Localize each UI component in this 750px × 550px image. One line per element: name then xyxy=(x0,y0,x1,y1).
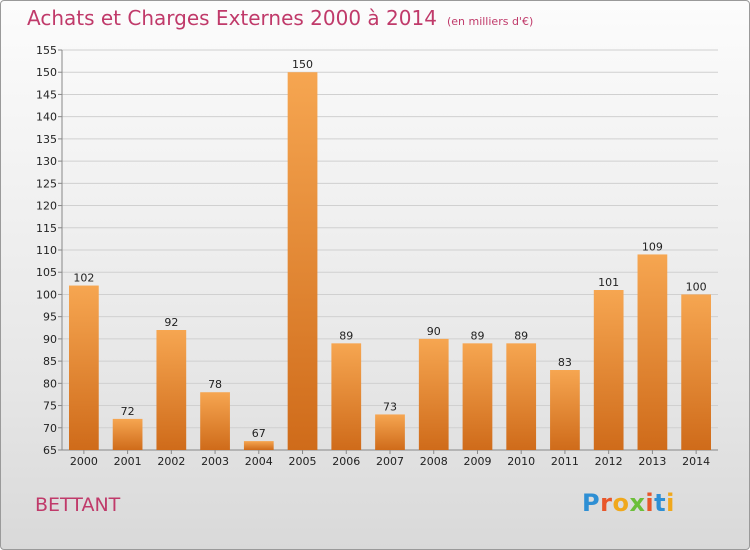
value-label: 89 xyxy=(514,329,528,342)
value-label: 83 xyxy=(558,356,572,369)
x-tick-label: 2013 xyxy=(638,455,666,468)
x-tick-label: 2001 xyxy=(114,455,142,468)
y-tick-label: 95 xyxy=(43,311,57,324)
y-tick-label: 125 xyxy=(36,177,57,190)
x-tick-label: 2007 xyxy=(376,455,404,468)
logo-letter: t xyxy=(654,489,667,517)
y-tick-label: 130 xyxy=(36,155,57,168)
value-label: 67 xyxy=(252,427,266,440)
y-tick-label: 100 xyxy=(36,288,57,301)
y-tick-label: 75 xyxy=(43,400,57,413)
chart-title: Achats et Charges Externes 2000 à 2014 (e… xyxy=(27,6,533,30)
chart-subtitle: (en milliers d'€) xyxy=(446,15,534,28)
bar xyxy=(681,294,712,450)
y-tick-label: 70 xyxy=(43,422,57,435)
proxiti-logo: Proxiti xyxy=(582,489,675,517)
y-tick-label: 115 xyxy=(36,222,57,235)
commune-name: BETTANT xyxy=(35,494,121,516)
bar xyxy=(550,370,580,450)
value-label: 100 xyxy=(686,280,707,293)
bar xyxy=(418,338,449,450)
y-tick-label: 65 xyxy=(43,444,57,457)
y-tick-label: 90 xyxy=(43,333,57,346)
x-tick-label: 2008 xyxy=(420,455,448,468)
bar xyxy=(637,254,668,450)
logo-letter: r xyxy=(600,489,613,517)
y-tick-label: 140 xyxy=(36,111,57,124)
x-tick-label: 2003 xyxy=(201,455,229,468)
y-tick-label: 85 xyxy=(43,355,57,368)
y-tick-label: 110 xyxy=(36,244,57,257)
y-tick-label: 145 xyxy=(36,88,57,101)
value-label: 72 xyxy=(121,405,135,418)
bar xyxy=(462,343,493,450)
y-tick-label: 150 xyxy=(36,66,57,79)
bar xyxy=(287,72,318,450)
value-label: 92 xyxy=(164,316,178,329)
bar xyxy=(68,285,99,450)
x-tick-label: 2011 xyxy=(551,455,579,468)
bar xyxy=(506,343,537,450)
bar xyxy=(331,343,362,450)
logo-letter: x xyxy=(629,489,646,517)
logo-letter: o xyxy=(612,489,630,517)
x-tick-label: 2004 xyxy=(245,455,273,468)
y-tick-label: 135 xyxy=(36,133,57,146)
chart-title-text: Achats et Charges Externes 2000 à 2014 xyxy=(27,6,437,30)
value-label: 90 xyxy=(427,325,441,338)
value-label: 109 xyxy=(642,240,663,253)
logo-letter: P xyxy=(582,489,601,517)
x-tick-label: 2010 xyxy=(507,455,535,468)
y-tick-label: 120 xyxy=(36,200,57,213)
bar xyxy=(593,290,624,450)
x-tick-label: 2005 xyxy=(289,455,317,468)
bar xyxy=(156,330,187,450)
y-tick-label: 105 xyxy=(36,266,57,279)
value-label: 89 xyxy=(339,329,353,342)
x-tick-label: 2014 xyxy=(682,455,710,468)
value-label: 78 xyxy=(208,378,222,391)
bar xyxy=(375,414,405,450)
value-label: 101 xyxy=(598,276,619,289)
x-tick-label: 2002 xyxy=(157,455,185,468)
bar xyxy=(200,392,230,450)
bar xyxy=(243,441,274,450)
value-label: 89 xyxy=(470,329,484,342)
logo-letter: i xyxy=(645,489,655,517)
y-tick-label: 80 xyxy=(43,377,57,390)
x-tick-label: 2006 xyxy=(332,455,360,468)
value-label: 73 xyxy=(383,400,397,413)
value-label: 150 xyxy=(292,58,313,71)
value-label: 102 xyxy=(73,272,94,285)
x-tick-label: 2012 xyxy=(595,455,623,468)
x-tick-label: 2009 xyxy=(463,455,491,468)
logo-letter: i xyxy=(666,489,675,517)
bar xyxy=(112,418,143,450)
x-tick-label: 2000 xyxy=(70,455,98,468)
y-tick-label: 155 xyxy=(36,44,57,57)
